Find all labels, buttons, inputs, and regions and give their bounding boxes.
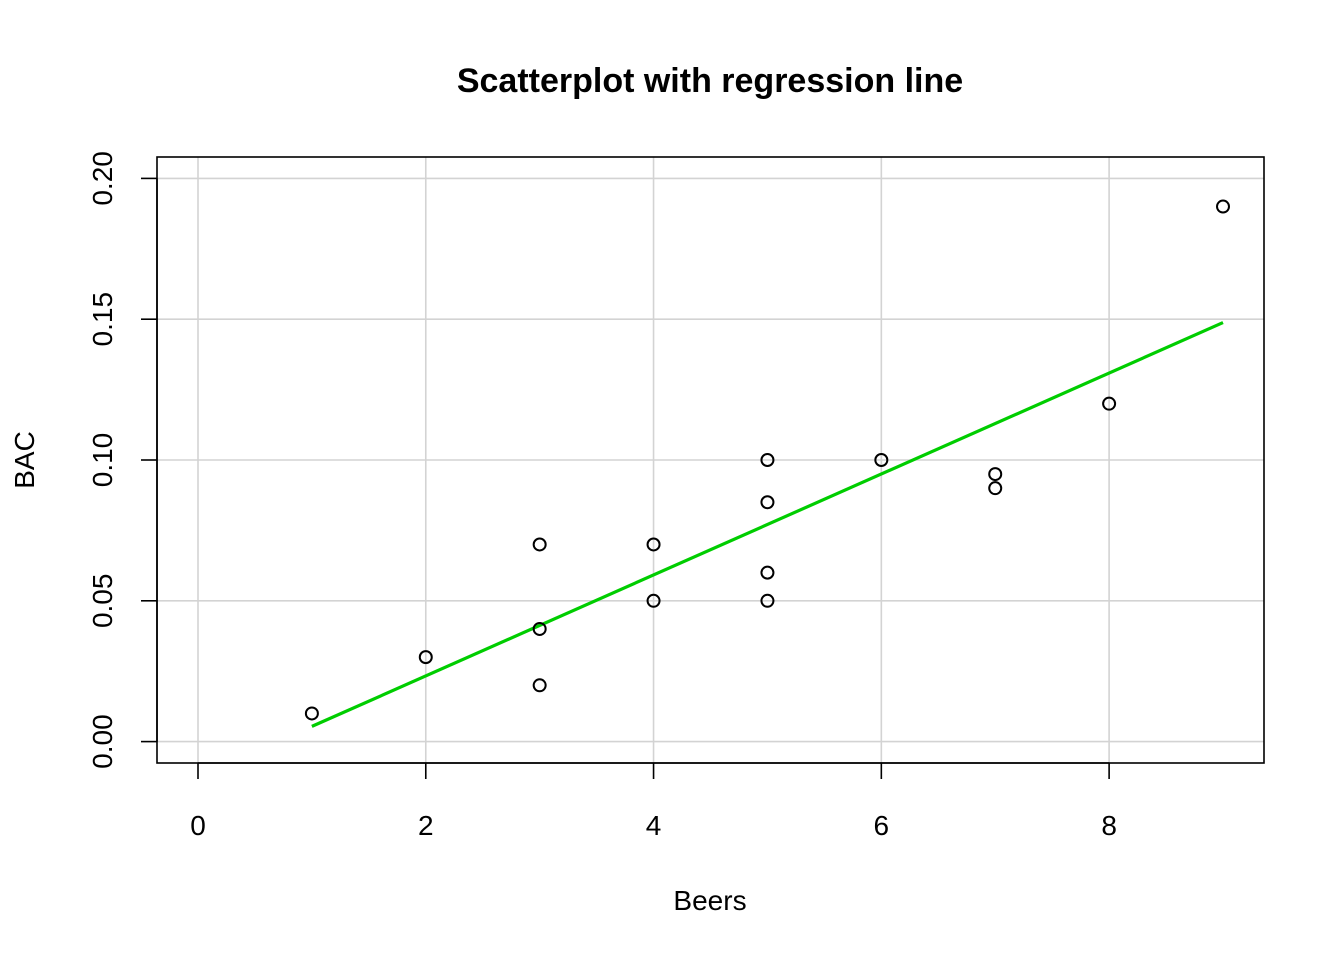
data-point bbox=[760, 565, 775, 580]
regression-line-group bbox=[311, 321, 1224, 728]
x-axis: 0 2 4 6 8 bbox=[190, 762, 1117, 841]
x-tick-label: 6 bbox=[874, 810, 890, 841]
regression-line bbox=[311, 321, 1224, 728]
data-point bbox=[532, 678, 547, 693]
data-point bbox=[988, 467, 1003, 482]
grid bbox=[157, 157, 1264, 763]
y-tick-label: 0.00 bbox=[87, 714, 118, 769]
chart-title: Scatterplot with regression line bbox=[457, 62, 963, 100]
data-point bbox=[418, 650, 433, 665]
y-tick-label: 0.20 bbox=[87, 151, 118, 206]
y-tick-label: 0.05 bbox=[87, 574, 118, 629]
data-point bbox=[760, 495, 775, 510]
data-point bbox=[874, 453, 889, 467]
x-tick-label: 8 bbox=[1101, 810, 1117, 841]
y-tick-label: 0.15 bbox=[87, 292, 118, 347]
data-point bbox=[1102, 396, 1117, 411]
points-group bbox=[304, 199, 1230, 721]
x-tick-label: 2 bbox=[418, 810, 434, 841]
data-point bbox=[532, 621, 547, 636]
x-tick-label: 0 bbox=[190, 810, 206, 841]
data-point bbox=[1216, 199, 1230, 214]
x-tick-label: 4 bbox=[646, 810, 662, 841]
x-axis-label: Beers bbox=[673, 885, 746, 916]
data-point bbox=[988, 481, 1003, 496]
data-point bbox=[760, 453, 775, 467]
y-axis: 0.00 0.05 0.10 0.15 0.20 bbox=[87, 151, 158, 769]
data-point bbox=[646, 593, 661, 608]
data-point bbox=[646, 537, 661, 552]
data-point bbox=[532, 537, 547, 552]
y-tick-label: 0.10 bbox=[87, 433, 118, 488]
data-point bbox=[760, 593, 775, 608]
y-axis-label: BAC bbox=[9, 431, 40, 489]
data-point bbox=[304, 706, 319, 721]
